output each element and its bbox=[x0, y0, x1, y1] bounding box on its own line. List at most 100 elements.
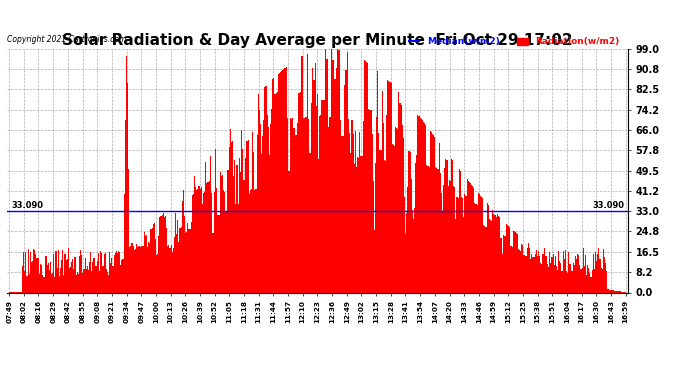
Bar bbox=[522, 245, 524, 292]
Bar bbox=[404, 197, 405, 292]
Bar bbox=[372, 134, 373, 292]
Bar bbox=[439, 142, 440, 292]
Bar bbox=[380, 150, 382, 292]
Bar bbox=[320, 116, 322, 292]
Bar bbox=[154, 223, 155, 292]
Bar bbox=[595, 252, 596, 292]
Bar bbox=[264, 87, 266, 292]
Bar bbox=[528, 243, 529, 292]
Bar bbox=[466, 179, 468, 292]
Bar bbox=[101, 254, 102, 292]
Bar bbox=[203, 194, 204, 292]
Bar bbox=[304, 117, 306, 292]
Bar bbox=[221, 176, 222, 292]
Bar bbox=[197, 189, 199, 292]
Bar bbox=[307, 54, 308, 292]
Bar bbox=[185, 233, 186, 292]
Bar bbox=[131, 243, 132, 292]
Bar bbox=[483, 225, 484, 292]
Bar bbox=[315, 63, 316, 292]
Bar bbox=[538, 251, 539, 292]
Bar bbox=[215, 148, 217, 292]
Bar bbox=[205, 162, 206, 292]
Bar bbox=[383, 123, 384, 292]
Bar bbox=[428, 167, 430, 292]
Bar bbox=[127, 83, 128, 292]
Bar bbox=[356, 166, 357, 292]
Bar bbox=[35, 254, 37, 292]
Bar bbox=[290, 118, 291, 292]
Bar bbox=[78, 274, 79, 292]
Bar bbox=[111, 258, 112, 292]
Bar bbox=[548, 267, 549, 292]
Bar bbox=[192, 195, 193, 292]
Bar bbox=[150, 229, 152, 292]
Bar bbox=[425, 125, 426, 292]
Bar bbox=[461, 197, 462, 292]
Bar bbox=[539, 256, 540, 292]
Bar bbox=[86, 268, 87, 292]
Bar bbox=[32, 261, 33, 292]
Bar bbox=[394, 146, 395, 292]
Bar bbox=[268, 127, 269, 292]
Bar bbox=[493, 214, 495, 292]
Bar bbox=[48, 263, 49, 292]
Bar bbox=[385, 161, 386, 292]
Bar bbox=[80, 250, 81, 292]
Bar bbox=[364, 60, 365, 292]
Bar bbox=[243, 180, 244, 292]
Bar bbox=[517, 234, 518, 292]
Bar bbox=[108, 275, 109, 292]
Bar bbox=[57, 268, 58, 292]
Bar bbox=[414, 208, 415, 292]
Bar bbox=[502, 254, 504, 292]
Bar bbox=[431, 132, 432, 292]
Bar bbox=[123, 259, 124, 292]
Bar bbox=[526, 256, 527, 292]
Bar bbox=[24, 271, 26, 292]
Bar bbox=[408, 151, 410, 292]
Bar bbox=[430, 131, 431, 292]
Bar bbox=[73, 268, 75, 292]
Bar bbox=[348, 119, 349, 292]
Bar bbox=[280, 72, 281, 292]
Bar bbox=[177, 220, 178, 292]
Bar bbox=[104, 254, 105, 292]
Bar bbox=[402, 125, 403, 292]
Bar bbox=[132, 246, 134, 292]
Bar bbox=[423, 122, 424, 292]
Bar bbox=[244, 180, 246, 292]
Bar bbox=[426, 165, 427, 292]
Bar bbox=[109, 252, 110, 292]
Bar bbox=[136, 244, 137, 292]
Bar bbox=[222, 175, 223, 292]
Bar bbox=[223, 190, 224, 292]
Bar bbox=[468, 181, 469, 292]
Bar bbox=[68, 248, 69, 292]
Bar bbox=[250, 190, 251, 292]
Bar bbox=[134, 250, 135, 292]
Bar bbox=[547, 264, 548, 292]
Bar bbox=[604, 256, 605, 292]
Bar bbox=[415, 163, 416, 292]
Bar bbox=[582, 249, 584, 292]
Bar bbox=[263, 120, 264, 292]
Bar bbox=[126, 56, 127, 292]
Bar bbox=[444, 168, 445, 292]
Bar bbox=[434, 136, 435, 292]
Bar bbox=[55, 251, 57, 292]
Bar bbox=[346, 70, 347, 292]
Bar bbox=[400, 103, 401, 292]
Bar bbox=[345, 70, 346, 292]
Bar bbox=[437, 170, 439, 292]
Bar bbox=[374, 230, 375, 292]
Bar bbox=[473, 188, 474, 292]
Bar bbox=[206, 183, 208, 292]
Bar bbox=[365, 61, 366, 292]
Bar bbox=[530, 259, 531, 292]
Bar bbox=[158, 236, 159, 292]
Bar bbox=[366, 62, 367, 292]
Bar bbox=[443, 185, 444, 292]
Bar bbox=[410, 152, 411, 292]
Bar bbox=[23, 252, 24, 292]
